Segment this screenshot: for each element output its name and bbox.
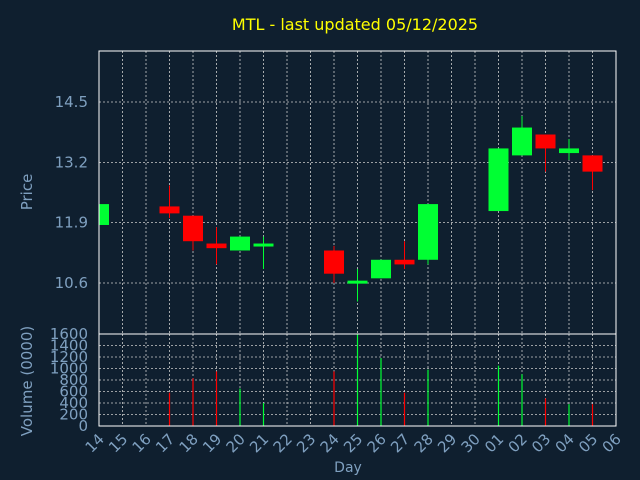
price-tick-label: 11.9	[55, 214, 88, 232]
volume-tick-label: 400	[59, 394, 88, 412]
volume-tick-label: 1600	[50, 325, 88, 343]
candle-body	[347, 280, 368, 284]
candle-body	[535, 134, 556, 149]
candle-body	[582, 155, 603, 172]
candle-body	[559, 148, 579, 154]
price-tick-label: 14.5	[55, 93, 88, 111]
volume-tick-label: 1000	[50, 360, 88, 378]
x-axis-label: Day	[334, 460, 362, 476]
volume-tick-label: 0	[78, 417, 88, 435]
price-axis-label: Price	[18, 174, 36, 211]
chart-title: MTL - last updated 05/12/2025	[232, 15, 478, 34]
price-panel: 10.6 11.9 13.2 14.5	[55, 50, 617, 335]
candle-body	[206, 243, 227, 249]
candle-body	[512, 127, 532, 156]
volume-tick-label: 1400	[50, 337, 88, 355]
candle-body	[418, 204, 438, 260]
candle-body	[394, 259, 415, 265]
volume-tick-label: 800	[59, 371, 88, 389]
candle-body	[159, 206, 180, 214]
candle-body	[324, 250, 344, 274]
volume-tick-label: 600	[59, 383, 88, 401]
candle-body	[488, 148, 509, 212]
candle-body	[183, 215, 203, 242]
candle-body	[253, 243, 274, 247]
x-axis: 1415161718192021222324252627282930010203…	[82, 430, 625, 456]
volume-axis-label: Volume (0000)	[18, 326, 36, 436]
price-tick-label: 13.2	[55, 153, 88, 171]
candle-body	[371, 259, 391, 279]
volume-plot-frame	[98, 333, 617, 427]
volume-tick-label: 200	[59, 406, 88, 424]
volume-tick-label: 1200	[50, 348, 88, 366]
candle-body	[230, 236, 250, 251]
price-tick-label: 10.6	[55, 274, 88, 292]
candle-body	[99, 204, 109, 225]
